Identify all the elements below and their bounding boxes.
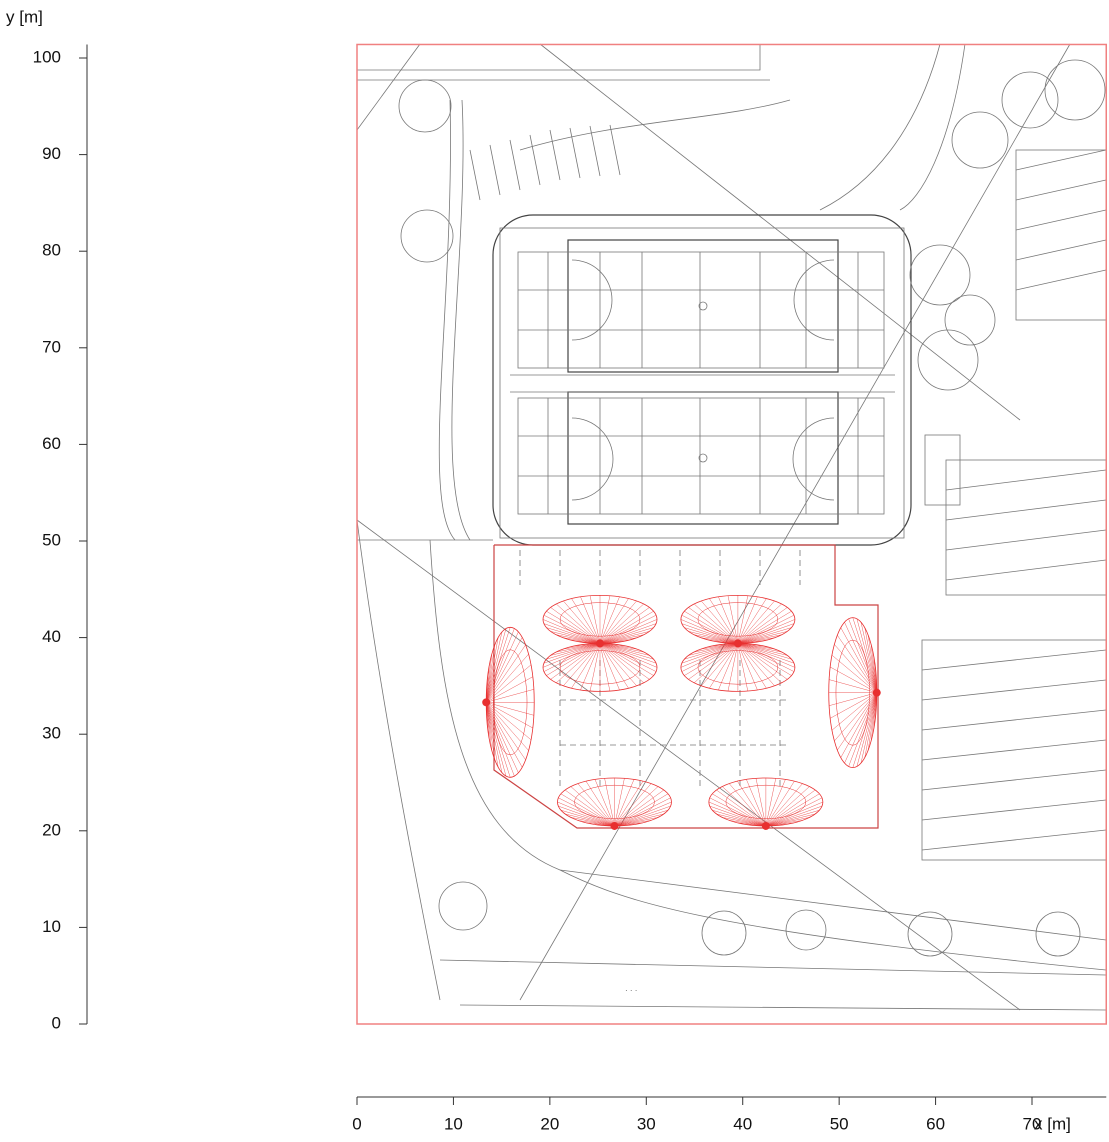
luminaire [557,778,671,830]
x-tick-label: 20 [540,1114,559,1133]
luminaire [681,595,795,691]
y-tick-label: 70 [42,337,61,356]
luminaire-center [610,822,618,830]
luminaire-center [482,698,490,706]
y-tick-label: 50 [42,530,61,549]
y-tick-label: 80 [42,241,61,260]
luminaire [482,627,534,777]
plot-frame [357,44,1106,1024]
site-plan: · · · [357,44,1106,1010]
x-tick-label: 10 [444,1114,463,1133]
street-name-graphic: · · · [625,986,637,995]
y-tick-label: 0 [52,1013,61,1032]
luminaire [543,595,657,691]
y-tick-label: 10 [42,917,61,936]
x-tick-label: 50 [830,1114,849,1133]
x-tick-label: 70 [1023,1114,1042,1133]
chart: y [m] x [m] [0,0,1109,1142]
luminaire-center [596,639,604,647]
y-axis-label: y [m] [6,7,43,26]
y-tick-label: 90 [42,144,61,163]
y-tick-label: 40 [42,627,61,646]
y-tick-label: 30 [42,724,61,743]
x-tick-label: 40 [733,1114,752,1133]
luminaire-center [873,689,881,697]
y-tick-label: 60 [42,434,61,453]
luminaire-center [762,822,770,830]
luminaire [829,618,881,768]
y-tick-label: 20 [42,820,61,839]
luminaire-center [734,639,742,647]
luminaire [709,778,823,830]
y-tick-label: 100 [33,47,61,66]
x-tick-label: 0 [352,1114,361,1133]
x-tick-label: 30 [637,1114,656,1133]
x-tick-label: 60 [926,1114,945,1133]
